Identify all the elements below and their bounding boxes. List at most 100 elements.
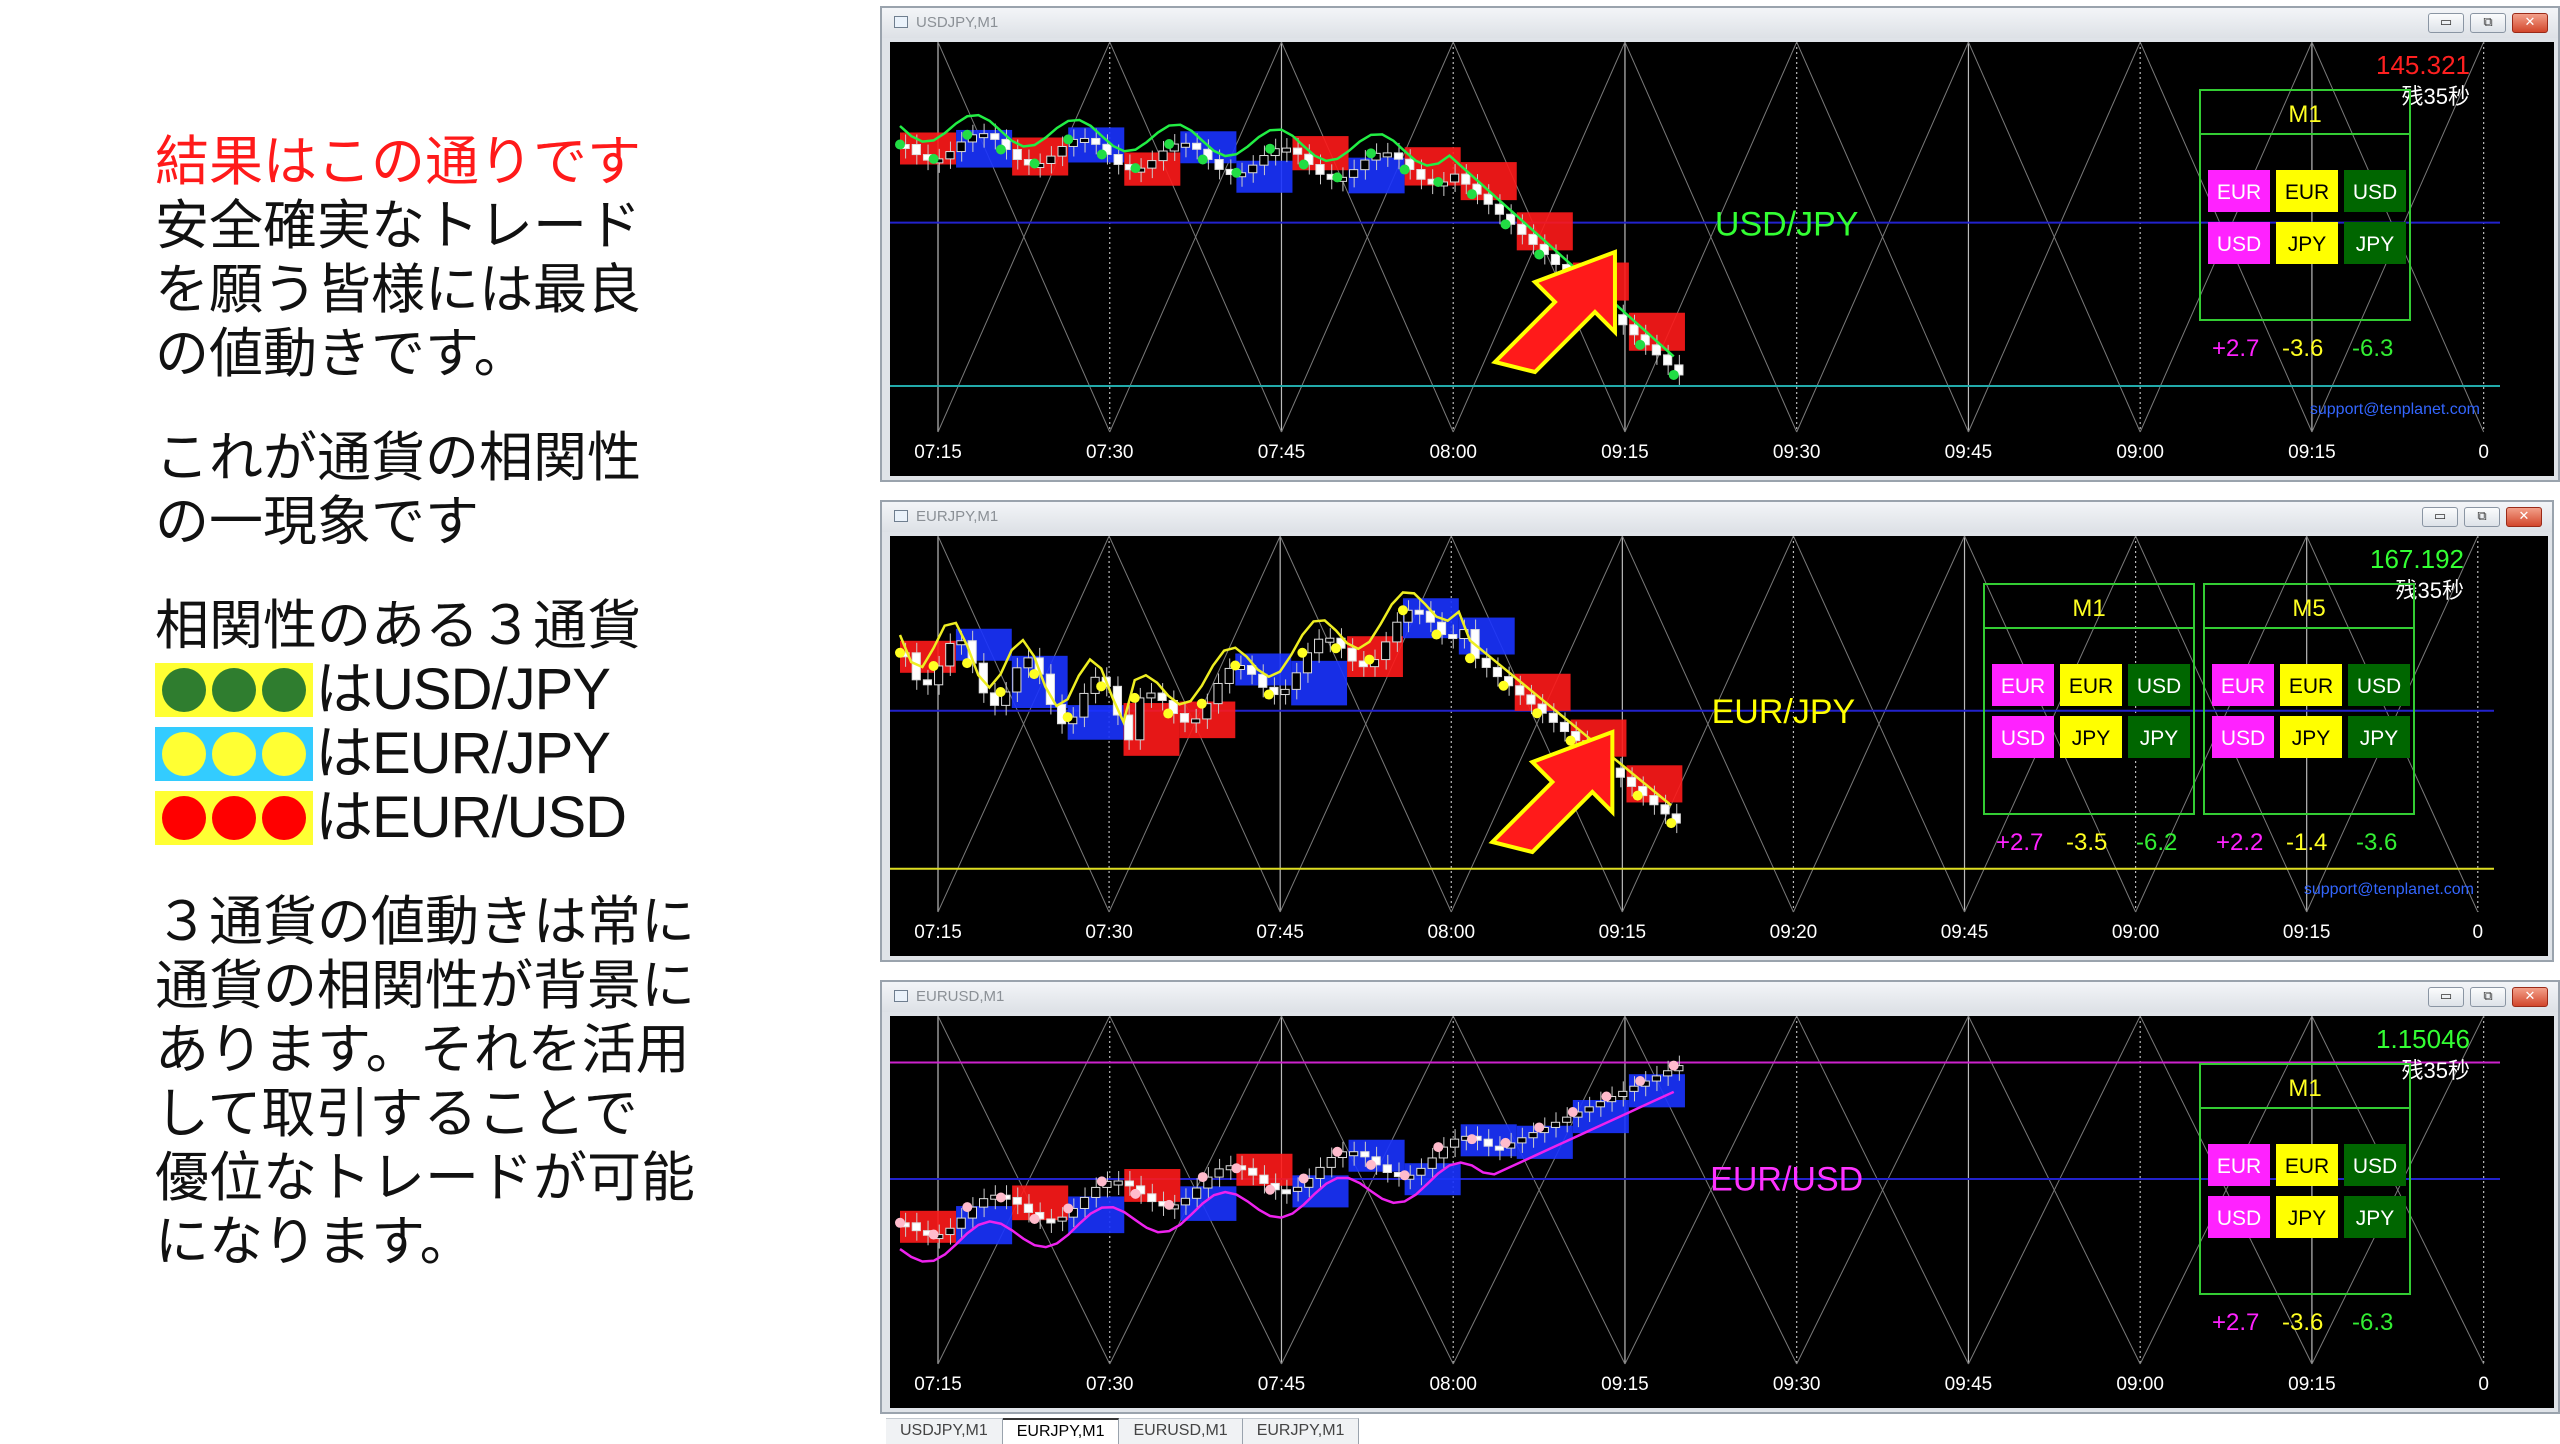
currency-cell-label: USD	[2353, 181, 2397, 204]
price-chart[interactable]: EUR/JPY 167.192 残35秒 M1 EUR EUR USD USD JPY JPY +2…	[890, 536, 2548, 956]
legend-label: はEUR/USD	[315, 785, 627, 850]
panel-border	[2199, 1063, 2411, 1295]
candle	[1629, 324, 1639, 336]
x-tick-label: 09:20	[1770, 922, 1818, 943]
minimize-button[interactable]: ▭	[2428, 987, 2464, 1007]
minimize-button[interactable]: ▭	[2422, 507, 2458, 527]
signal-dot	[995, 144, 1006, 155]
candle	[1192, 1187, 1202, 1199]
candle	[1494, 203, 1505, 215]
chart-window-eurusd[interactable]: EURUSD,M1 ▭ ⧉ ✕ EUR/USD 1.15046 残35秒 M1 EUR EUR US…	[880, 980, 2560, 1414]
headline: 結果はこの通りです	[155, 130, 641, 193]
currency-cell	[2344, 1144, 2406, 1186]
currency-cell	[2060, 716, 2122, 758]
legend-dot	[162, 732, 206, 776]
signal-dot	[1029, 1213, 1040, 1224]
candle	[911, 1222, 921, 1232]
candle	[1649, 795, 1659, 806]
candle	[1292, 147, 1303, 155]
grid-diagonal	[1281, 42, 1454, 433]
candle	[1291, 672, 1301, 690]
candle	[1326, 1157, 1336, 1168]
support-email: support@tenplanet.com	[2310, 401, 2480, 418]
candle	[1349, 169, 1359, 178]
x-tick-label: 07:15	[914, 922, 962, 943]
chart-window-usdjpy[interactable]: USDJPY,M1 ▭ ⧉ ✕ USD/JPY 145.321 残35秒 M1 EUR EUR US…	[880, 6, 2560, 482]
candle	[1292, 1186, 1303, 1192]
x-tick-label: 07:30	[1085, 922, 1133, 943]
candle	[1046, 1218, 1056, 1224]
price-chart[interactable]: USD/JPY 145.321 残35秒 M1 EUR EUR USD USD JPY JPY +2…	[890, 42, 2554, 476]
x-tick-label: 09:00	[2116, 1374, 2164, 1395]
signal-dot	[1164, 139, 1175, 150]
chart-tab[interactable]: EURJPY,M1	[1002, 1418, 1120, 1444]
signal-dot	[1096, 1176, 1107, 1187]
candle	[1526, 694, 1536, 705]
currency-cell-label: USD	[2353, 1155, 2397, 1178]
close-button[interactable]: ✕	[2512, 13, 2548, 33]
candle	[1382, 152, 1392, 158]
restore-button[interactable]: ⧉	[2470, 987, 2506, 1007]
candle	[945, 1227, 955, 1236]
signal-dot	[1397, 605, 1408, 616]
panel-border	[2203, 583, 2415, 815]
restore-button[interactable]: ⧉	[2470, 13, 2506, 33]
chart-tab[interactable]: EURUSD,M1	[1119, 1418, 1243, 1444]
moving-average-line	[899, 113, 1675, 358]
candle	[1494, 1145, 1505, 1151]
currency-cell-label: EUR	[2289, 675, 2333, 698]
signal-dot	[1466, 189, 1477, 200]
signal-dot	[1668, 1060, 1679, 1071]
currency-cell	[1992, 664, 2054, 706]
candle	[1528, 233, 1538, 245]
candle	[1360, 159, 1370, 171]
window-titlebar[interactable]: USDJPY,M1 ▭ ⧉ ✕	[882, 8, 2558, 38]
candle	[1550, 253, 1561, 265]
signal-dot	[1668, 369, 1679, 380]
chart-window-eurjpy[interactable]: EURJPY,M1 ▭ ⧉ ✕ EUR/JPY 167.192 残35秒 M1 EUR EUR US…	[880, 500, 2554, 962]
candle	[1626, 776, 1637, 787]
candle	[1304, 153, 1314, 166]
candle	[1651, 1075, 1662, 1082]
candle	[1315, 1166, 1325, 1179]
price-chart[interactable]: EUR/USD 1.15046 残35秒 M1 EUR EUR USD USD JPY JPY +2…	[890, 1016, 2554, 1408]
signal-dot	[1063, 1203, 1074, 1214]
currency-cell	[2208, 222, 2270, 264]
candle	[1595, 1101, 1605, 1108]
close-button[interactable]: ✕	[2512, 987, 2548, 1007]
strength-value: +2.7	[2212, 335, 2259, 362]
signal-dot	[1365, 148, 1376, 159]
legend-row: はUSD/JPY	[155, 658, 715, 722]
candle	[1191, 718, 1201, 724]
currency-cell	[2276, 222, 2338, 264]
candle	[990, 133, 1000, 140]
signal-dot	[1265, 1184, 1276, 1195]
minimize-button[interactable]: ▭	[2428, 13, 2464, 33]
candle	[1640, 334, 1650, 346]
window-titlebar[interactable]: EURJPY,M1 ▭ ⧉ ✕	[882, 502, 2552, 532]
signal-dot	[1330, 643, 1341, 654]
candle	[911, 144, 921, 156]
panel-border	[1983, 583, 2195, 815]
currency-cell	[2344, 170, 2406, 212]
chart-tab[interactable]: EURJPY,M1	[1242, 1418, 1360, 1444]
candle	[1034, 657, 1044, 675]
currency-cell-label: JPY	[2292, 727, 2331, 750]
candle	[1079, 1196, 1090, 1209]
chart-tab[interactable]: USDJPY,M1	[886, 1418, 1003, 1444]
candle	[1660, 804, 1670, 815]
candle	[1360, 1151, 1370, 1158]
candle	[1280, 688, 1290, 696]
window-titlebar[interactable]: EURUSD,M1 ▭ ⧉ ✕	[882, 982, 2558, 1012]
current-price: 145.321	[2376, 50, 2470, 80]
x-tick-label: 07:45	[1256, 922, 1304, 943]
legend-dot	[212, 668, 256, 712]
signal-dot	[1332, 172, 1343, 183]
restore-button[interactable]: ⧉	[2464, 507, 2500, 527]
para4-line: ３通貨の値動きは常に	[155, 890, 695, 953]
candle	[1202, 703, 1212, 720]
close-button[interactable]: ✕	[2506, 507, 2542, 527]
signal-dot	[995, 1192, 1006, 1203]
candle	[1461, 173, 1471, 185]
candle	[1203, 148, 1213, 161]
